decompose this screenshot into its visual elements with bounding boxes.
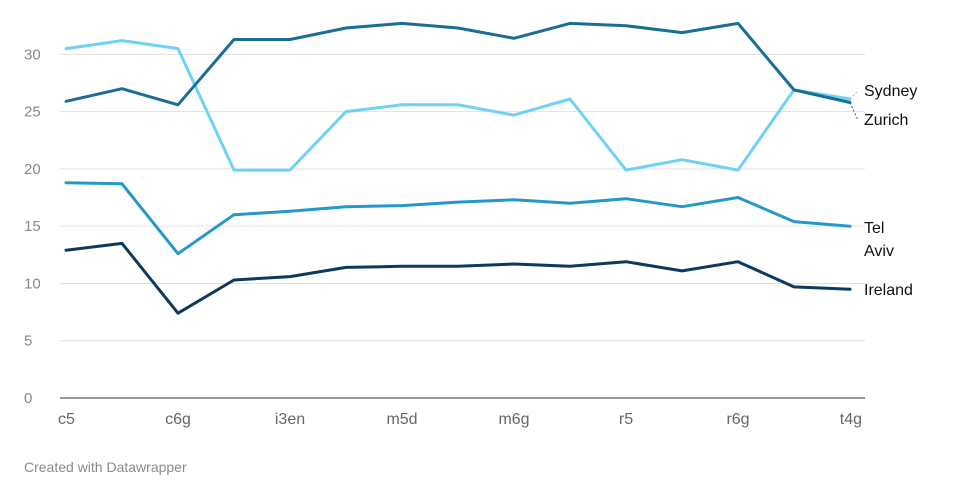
x-tick-label: t4g <box>840 411 862 428</box>
x-tick-label: r5 <box>619 411 633 428</box>
y-tick-label: 5 <box>24 333 32 350</box>
series-lines <box>64 21 852 315</box>
series-line-tel-aviv <box>64 181 852 256</box>
y-tick-label: 25 <box>24 104 41 121</box>
series-line-sydney <box>64 39 852 172</box>
y-tick-label: 10 <box>24 275 41 292</box>
y-tick-label: 0 <box>24 390 32 407</box>
y-tick-label: 20 <box>24 161 41 178</box>
y-tick-label: 30 <box>24 46 41 63</box>
x-tick-label: m6g <box>498 411 529 428</box>
series-labels: Sydney Zurich Tel Aviv Ireland <box>849 83 917 299</box>
gridlines <box>60 53 865 399</box>
series-label-sydney: Sydney <box>864 83 917 100</box>
x-axis-ticks: c5 c6g i3en m5d m6g r5 r6g t4g <box>58 411 862 428</box>
series-label-ireland: Ireland <box>864 282 913 299</box>
x-tick-label: c5 <box>58 411 75 428</box>
series-label-zurich: Zurich <box>864 112 908 129</box>
x-tick-label: m5d <box>386 411 417 428</box>
label-connector-zurich <box>849 102 859 121</box>
y-axis-ticks: 0 5 10 15 20 25 30 <box>24 46 41 407</box>
series-line-ireland <box>64 241 852 315</box>
datawrapper-credit: Created with Datawrapper <box>24 459 187 475</box>
x-tick-label: c6g <box>165 411 191 428</box>
y-tick-label: 15 <box>24 218 41 235</box>
series-label-tel-aviv: Tel <box>864 220 884 237</box>
x-tick-label: i3en <box>275 411 305 428</box>
x-tick-label: r6g <box>726 411 749 428</box>
series-label-tel-aviv: Aviv <box>864 243 894 260</box>
label-connector-sydney <box>849 90 859 100</box>
